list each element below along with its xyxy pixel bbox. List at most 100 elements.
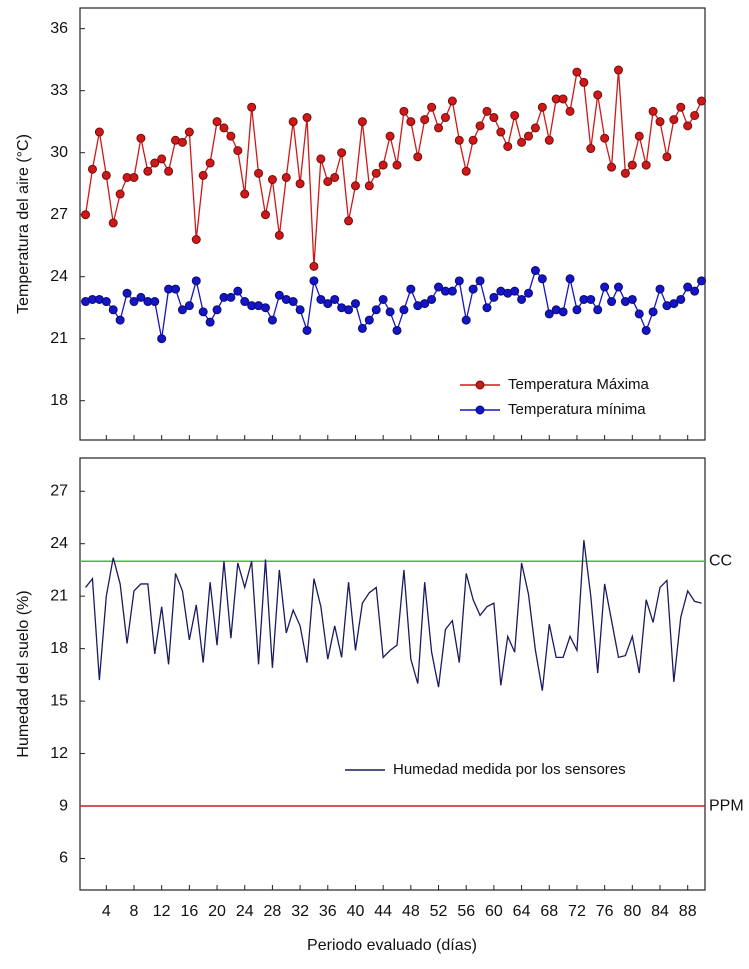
point [171, 284, 181, 294]
point [406, 117, 416, 127]
point [177, 137, 187, 147]
point [669, 299, 679, 309]
point [212, 117, 222, 127]
x-tick-label: 64 [513, 903, 531, 920]
point [267, 175, 277, 185]
point [565, 106, 575, 116]
x-tick-label: 88 [679, 903, 697, 920]
point [247, 102, 257, 112]
x-tick-label: 80 [623, 903, 641, 920]
point [143, 166, 153, 176]
y-tick-label: 33 [50, 82, 68, 99]
point [524, 131, 534, 141]
point [205, 317, 215, 327]
point [254, 168, 264, 178]
x-tick-label: 28 [264, 903, 282, 920]
point [101, 297, 111, 307]
y-tick-label: 24 [50, 268, 68, 285]
point [129, 297, 139, 307]
x-tick-label: 12 [153, 903, 171, 920]
point [399, 106, 409, 116]
point [454, 135, 464, 145]
point [164, 166, 174, 176]
point [510, 110, 520, 120]
point [662, 152, 672, 162]
point [260, 303, 270, 313]
point [489, 292, 499, 302]
point [316, 154, 326, 164]
point [496, 127, 506, 137]
x-tick-label: 20 [208, 903, 226, 920]
point [648, 307, 658, 317]
point [191, 276, 201, 286]
plot-frame [79, 7, 706, 441]
point [323, 299, 333, 309]
point [586, 144, 596, 154]
point [233, 286, 243, 296]
point [524, 288, 534, 298]
point [177, 305, 187, 315]
y-tick-label: 12 [50, 745, 68, 762]
point [226, 292, 236, 302]
x-tick-label: 52 [430, 903, 448, 920]
point [613, 65, 623, 75]
point [510, 286, 520, 296]
x-tick-label: 48 [402, 903, 420, 920]
point [627, 160, 637, 170]
x-tick-label: 84 [651, 903, 669, 920]
point [129, 172, 139, 182]
point [198, 307, 208, 317]
y-tick-label: 21 [50, 330, 68, 347]
legend-label: Temperatura mínima [508, 401, 646, 418]
point [357, 323, 367, 333]
point [482, 106, 492, 116]
x-tick-label: 40 [347, 903, 365, 920]
point [558, 94, 568, 104]
point [344, 216, 354, 226]
point [579, 77, 589, 87]
point [454, 276, 464, 286]
x-tick-label: 60 [485, 903, 503, 920]
point [392, 325, 402, 335]
point [184, 127, 194, 137]
point [240, 189, 250, 199]
point [115, 315, 125, 325]
point [233, 146, 243, 156]
point [530, 266, 540, 276]
point [198, 170, 208, 180]
point [482, 303, 492, 313]
reference-label: CC [709, 552, 732, 569]
point [226, 131, 236, 141]
y-tick-label: 9 [59, 797, 68, 814]
point [219, 123, 229, 133]
point [302, 113, 312, 123]
y-tick-label: 18 [50, 640, 68, 657]
point [690, 286, 700, 296]
point [94, 127, 104, 137]
point [517, 294, 527, 304]
point [676, 102, 686, 112]
x-tick-label: 72 [568, 903, 586, 920]
x-tick-label: 4 [102, 903, 111, 920]
y-tick-label: 27 [50, 482, 68, 499]
point [274, 290, 284, 300]
point [115, 189, 125, 199]
point [517, 137, 527, 147]
point [683, 121, 693, 131]
point [191, 235, 201, 245]
point [205, 158, 215, 168]
point [378, 160, 388, 170]
point [323, 177, 333, 187]
point [440, 113, 450, 123]
point [295, 305, 305, 315]
point [593, 90, 603, 100]
point [157, 154, 167, 164]
point [274, 230, 284, 240]
point [600, 133, 610, 143]
point [399, 305, 409, 315]
point [108, 218, 118, 228]
point [122, 288, 132, 298]
point [101, 170, 111, 180]
point [655, 284, 665, 294]
